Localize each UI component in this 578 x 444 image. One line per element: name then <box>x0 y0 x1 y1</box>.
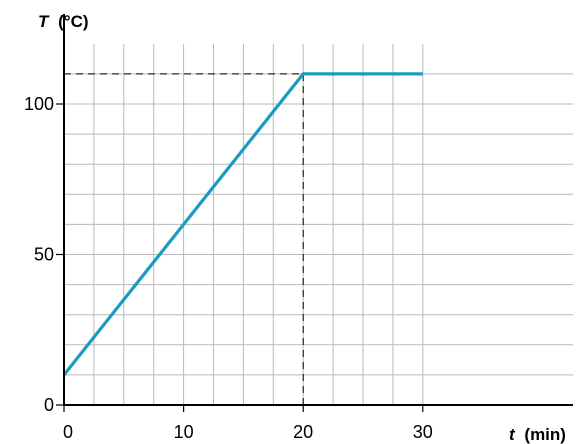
tick-labels: 0 10 20 30 0 50 100 <box>24 94 433 442</box>
x-axis-unit: (min) <box>524 425 566 444</box>
axes <box>63 14 573 406</box>
x-axis-label: t (min) <box>509 425 566 444</box>
temperature-series-line <box>62 72 423 376</box>
x-tick-label: 20 <box>293 422 313 442</box>
grid <box>64 44 573 405</box>
y-axis-label: T (°C) <box>38 12 89 31</box>
y-tick-label: 100 <box>24 94 54 114</box>
y-tick-label: 50 <box>34 245 54 265</box>
series <box>62 72 423 376</box>
y-tick-label: 0 <box>44 395 54 415</box>
reference-lines <box>64 73 304 405</box>
x-tick-label: 10 <box>174 422 194 442</box>
x-axis-symbol: t <box>509 425 516 444</box>
y-axis-unit: (°C) <box>58 12 88 31</box>
y-axis-symbol: T <box>38 12 50 31</box>
x-tick-label: 30 <box>413 422 433 442</box>
x-tick-label: 0 <box>63 422 73 442</box>
